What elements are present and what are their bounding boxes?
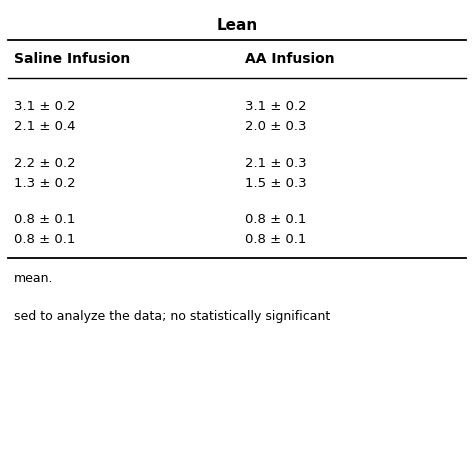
Text: mean.: mean. xyxy=(14,272,54,285)
Text: 0.8 ± 0.1: 0.8 ± 0.1 xyxy=(14,233,75,246)
Text: 1.3 ± 0.2: 1.3 ± 0.2 xyxy=(14,177,76,190)
Text: AA Infusion: AA Infusion xyxy=(245,52,335,66)
Text: 0.8 ± 0.1: 0.8 ± 0.1 xyxy=(245,233,306,246)
Text: 2.2 ± 0.2: 2.2 ± 0.2 xyxy=(14,157,76,170)
Text: Saline Infusion: Saline Infusion xyxy=(14,52,130,66)
Text: sed to analyze the data; no statistically significant: sed to analyze the data; no statisticall… xyxy=(14,310,330,323)
Text: 0.8 ± 0.1: 0.8 ± 0.1 xyxy=(245,213,306,226)
Text: 2.1 ± 0.3: 2.1 ± 0.3 xyxy=(245,157,307,170)
Text: 0.8 ± 0.1: 0.8 ± 0.1 xyxy=(14,213,75,226)
Text: 2.0 ± 0.3: 2.0 ± 0.3 xyxy=(245,120,307,133)
Text: 1.5 ± 0.3: 1.5 ± 0.3 xyxy=(245,177,307,190)
Text: Lean: Lean xyxy=(216,18,258,33)
Text: 3.1 ± 0.2: 3.1 ± 0.2 xyxy=(245,100,307,113)
Text: 3.1 ± 0.2: 3.1 ± 0.2 xyxy=(14,100,76,113)
Text: 2.1 ± 0.4: 2.1 ± 0.4 xyxy=(14,120,75,133)
